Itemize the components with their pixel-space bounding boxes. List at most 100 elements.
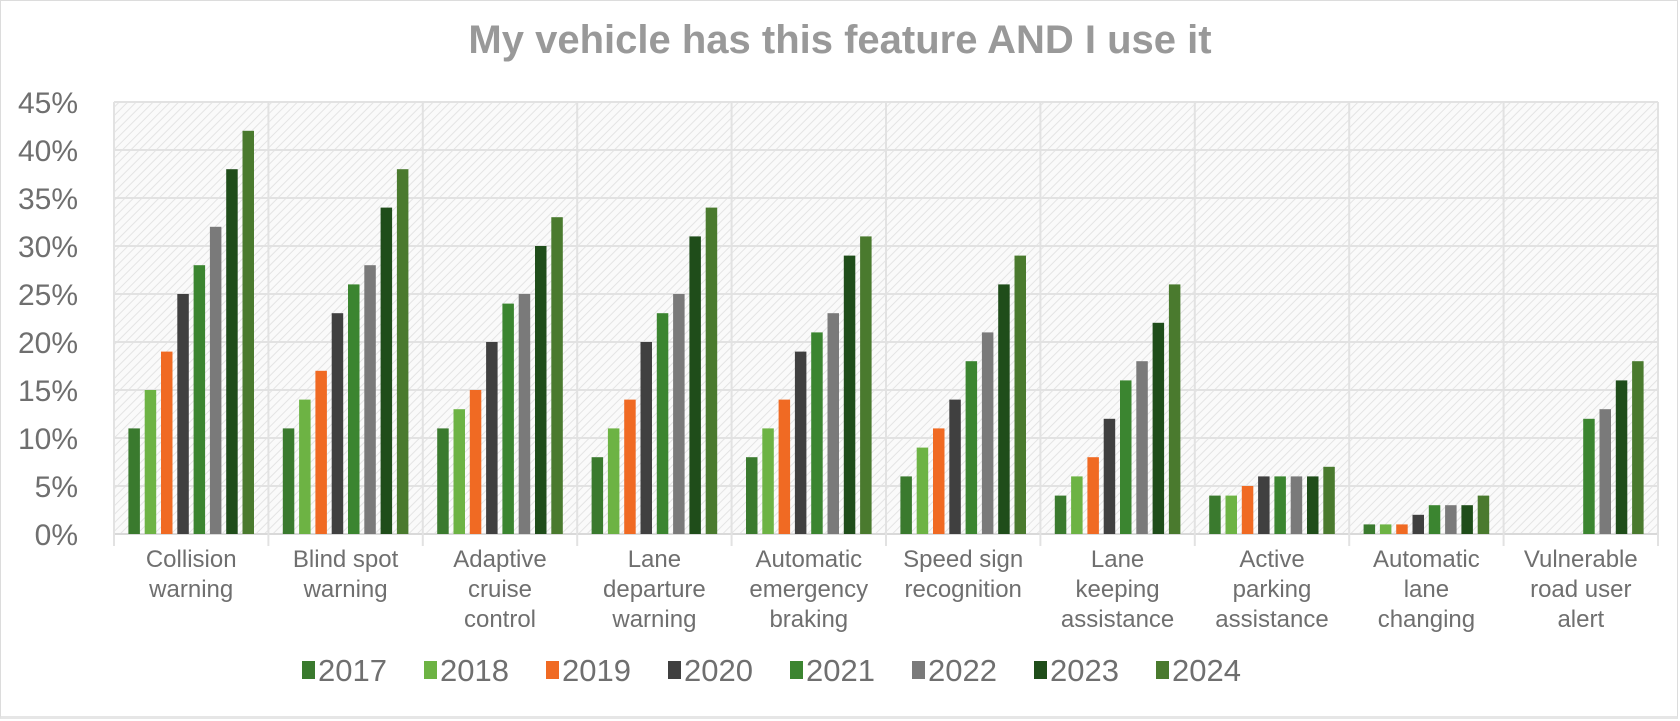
bar-2024 [1168, 284, 1181, 534]
legend-label: 2022 [928, 653, 997, 688]
y-tick-label: 25% [18, 279, 78, 312]
bar-2019 [933, 428, 945, 534]
bar-2019 [161, 351, 173, 534]
bar-2023 [689, 236, 701, 534]
bar-2021 [656, 313, 669, 534]
bar-2023 [1307, 476, 1319, 534]
legend-label: 2024 [1172, 653, 1241, 688]
bar-2022 [1599, 409, 1611, 534]
bar-2022 [673, 294, 685, 534]
bar-2017 [1209, 495, 1221, 534]
bar-2020 [949, 399, 961, 534]
legend-swatch [1034, 661, 1047, 679]
bar-2021 [965, 361, 978, 534]
bar-2021 [502, 303, 514, 534]
legend-swatch [546, 661, 559, 679]
x-tick-label: Blind spot warning [293, 546, 399, 603]
bar-2021 [1428, 505, 1441, 534]
y-tick-label: 40% [18, 135, 78, 168]
bar-2023 [535, 246, 547, 534]
x-tick-label: Adaptive cruise control [453, 546, 546, 633]
bar-2017 [900, 476, 912, 534]
bar-2018 [916, 447, 929, 534]
bar-2018 [762, 428, 774, 534]
y-tick-label: 15% [18, 375, 78, 408]
bar-2024 [396, 169, 409, 534]
bar-2021 [811, 332, 823, 534]
bar-2020 [177, 294, 189, 534]
legend: 2017 2018 2019 2020 2021 2022 2023 2024 [302, 653, 1241, 688]
bar-2019 [469, 390, 482, 534]
bar-2023 [380, 207, 393, 534]
bar-2021 [193, 265, 206, 534]
bar-2022 [1136, 361, 1148, 534]
y-tick-label: 45% [18, 87, 78, 120]
x-tick-label: Collision warning [146, 546, 237, 603]
bar-2024 [860, 236, 872, 534]
y-tick-label: 5% [35, 471, 78, 504]
bar-2024 [1323, 466, 1335, 534]
bar-2017 [746, 457, 758, 534]
bar-2024 [1014, 255, 1026, 534]
x-tick-label: Speed sign recognition [903, 546, 1023, 603]
x-tick-label: Active parking assistance [1215, 546, 1328, 633]
bar-2021 [1120, 380, 1132, 534]
legend-swatch [302, 661, 315, 679]
bar-2019 [1241, 486, 1254, 534]
x-tick-label: Automatic lane changing [1373, 546, 1480, 633]
bar-2022 [1290, 476, 1303, 534]
bar-2022 [1445, 505, 1457, 534]
bar-2020 [1258, 476, 1270, 534]
bar-2018 [299, 399, 311, 534]
y-tick-label: 30% [18, 231, 78, 264]
legend-label: 2023 [1050, 653, 1119, 688]
bars [128, 130, 1644, 535]
y-tick-label: 0% [35, 519, 78, 552]
chart-title: My vehicle has this feature AND I use it [468, 18, 1212, 62]
bar-2021 [1274, 476, 1286, 534]
bar-2017 [591, 457, 604, 534]
y-tick-label: 10% [18, 423, 78, 456]
x-tick-label: Lane departure warning [603, 546, 706, 633]
bar-2018 [453, 409, 465, 534]
legend-label: 2021 [806, 653, 875, 688]
x-tick-label: Automatic emergency braking [749, 546, 868, 633]
bar-2022 [209, 226, 222, 535]
legend-swatch [668, 661, 681, 679]
x-tick-label: Vulnerable road user alert [1524, 546, 1638, 633]
bar-2019 [1396, 524, 1408, 534]
bar-2024 [242, 130, 254, 535]
bar-2024 [551, 217, 563, 534]
x-tick-label: Lane keeping assistance [1061, 546, 1174, 633]
bar-2021 [348, 284, 360, 534]
bar-2020 [1412, 514, 1424, 534]
bar-2024 [1477, 495, 1490, 534]
y-axis: 0% 5% 10% 15% 20% 25% 30% 35% 40% 45% [18, 87, 78, 552]
bar-2019 [315, 370, 327, 534]
bar-2020 [640, 342, 652, 534]
legend-label: 2020 [684, 653, 753, 688]
y-tick-label: 35% [18, 183, 78, 216]
legend-swatch [424, 661, 437, 679]
bar-2020 [331, 313, 344, 534]
bar-2017 [128, 428, 140, 534]
y-tick-label: 20% [18, 327, 78, 360]
bar-2020 [486, 342, 498, 534]
bar-2023 [1461, 505, 1473, 534]
bar-2019 [1087, 457, 1099, 534]
bar-2024 [705, 207, 718, 534]
legend-label: 2018 [440, 653, 509, 688]
bar-2017 [1363, 524, 1376, 534]
legend-label: 2019 [562, 653, 631, 688]
bar-2023 [843, 255, 856, 534]
bar-2021 [1583, 418, 1595, 534]
legend-swatch [912, 661, 925, 679]
bar-2018 [607, 428, 620, 534]
bar-2017 [282, 428, 295, 534]
bar-2022 [518, 294, 531, 534]
bar-2023 [998, 284, 1010, 534]
bar-2022 [364, 265, 376, 534]
bar-2017 [437, 428, 449, 534]
bar-2020 [1103, 418, 1116, 534]
